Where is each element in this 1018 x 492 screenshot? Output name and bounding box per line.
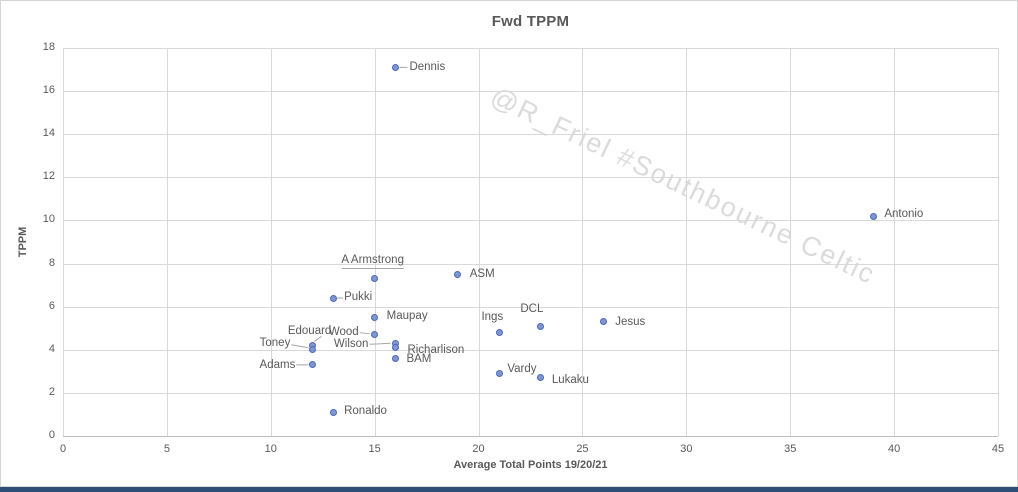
data-point-label: Ronaldo <box>344 405 387 418</box>
gridline-vertical <box>894 48 896 436</box>
data-point-label: Richarlison <box>407 343 465 356</box>
data-point-label: Dennis <box>409 61 446 74</box>
y-tick-label: 10 <box>42 213 55 226</box>
y-tick-label: 16 <box>42 84 55 97</box>
label-leader-line <box>359 332 370 335</box>
gridline-horizontal <box>63 48 998 49</box>
gridline-horizontal <box>63 392 998 394</box>
data-point-label: DCL <box>520 303 544 316</box>
x-tick-label: 5 <box>163 443 170 455</box>
gridline-vertical <box>374 48 376 436</box>
data-point-marker <box>391 344 399 352</box>
gridline-vertical <box>63 48 64 436</box>
x-tick-label: 25 <box>576 443 589 455</box>
y-tick-label: 6 <box>48 299 55 312</box>
y-tick-label: 18 <box>42 41 55 53</box>
x-axis-line <box>63 436 998 437</box>
data-point-marker <box>495 369 503 377</box>
data-point-label: Ings <box>481 310 504 323</box>
window-bottom-bar <box>0 487 1018 492</box>
gridline-horizontal <box>63 91 998 93</box>
gridline-vertical <box>790 48 792 436</box>
data-point-label: Maupay <box>386 310 428 323</box>
x-tick-label: 10 <box>264 443 277 455</box>
data-point-label: Edouard <box>287 325 332 338</box>
label-leader-line <box>291 344 309 349</box>
x-tick-label: 15 <box>368 443 381 455</box>
gridline-horizontal <box>63 306 998 308</box>
data-point-marker <box>537 374 545 382</box>
data-point-label: Antonio <box>884 208 924 221</box>
data-point-label: Jesus <box>615 315 646 328</box>
data-point-marker <box>391 354 399 362</box>
x-tick-label: 45 <box>991 443 1005 455</box>
x-tick-label: 0 <box>59 443 67 455</box>
data-point-marker <box>329 408 337 416</box>
y-tick-label: 4 <box>48 342 55 355</box>
gridline-horizontal <box>63 263 998 265</box>
y-tick-label: 2 <box>48 385 55 398</box>
x-axis-title: Average Total Points 19/20/21 <box>453 459 608 471</box>
gridline-vertical <box>270 48 272 436</box>
data-point-label: Wood <box>328 325 359 338</box>
data-point-marker <box>371 313 379 321</box>
x-tick-label: 40 <box>887 443 901 455</box>
data-point-marker <box>371 275 379 283</box>
data-point-label: Pukki <box>344 291 373 304</box>
data-point-label: Adams <box>259 358 296 371</box>
gridline-vertical <box>478 48 480 436</box>
gridline-vertical <box>166 48 168 436</box>
data-point-marker <box>537 322 545 330</box>
data-point-marker <box>869 212 877 220</box>
data-point-marker <box>371 331 379 339</box>
x-tick-label: 20 <box>472 443 485 455</box>
data-point-label: Wilson <box>333 338 369 351</box>
chart-title: Fwd TPPM <box>491 13 570 30</box>
gridline-vertical <box>686 48 688 436</box>
data-point-marker <box>391 63 399 71</box>
data-point-marker <box>308 361 316 369</box>
gridline-vertical <box>998 48 999 436</box>
data-point-marker <box>308 346 316 354</box>
gridline-horizontal <box>63 134 998 136</box>
gridline-horizontal <box>63 177 998 179</box>
x-tick-label: 30 <box>680 443 693 455</box>
data-point-label: ASM <box>469 268 495 281</box>
watermark-text: @R_Friel #Southbourne Celtic <box>486 81 881 291</box>
data-point-marker <box>495 329 503 337</box>
x-tick-label: 35 <box>784 443 797 455</box>
data-point-label: Lukaku <box>551 373 589 386</box>
label-leader-line <box>369 342 391 345</box>
data-point-label: A Armstrong <box>341 253 404 269</box>
data-point-label: Toney <box>259 336 291 349</box>
data-point-label: Vardy <box>507 363 537 376</box>
y-tick-label: 8 <box>48 256 55 269</box>
gridline-horizontal <box>63 220 998 222</box>
y-tick-label: 14 <box>42 127 55 140</box>
y-axis-title: TPPM <box>17 226 29 258</box>
data-point-marker <box>329 294 337 302</box>
data-point-marker <box>454 270 462 278</box>
data-point-label: BAM <box>406 353 432 366</box>
gridline-horizontal <box>63 349 998 351</box>
y-tick-label: 12 <box>42 170 55 183</box>
gridline-vertical <box>582 48 584 436</box>
y-tick-label: 0 <box>48 429 55 441</box>
data-point-marker <box>599 318 607 326</box>
